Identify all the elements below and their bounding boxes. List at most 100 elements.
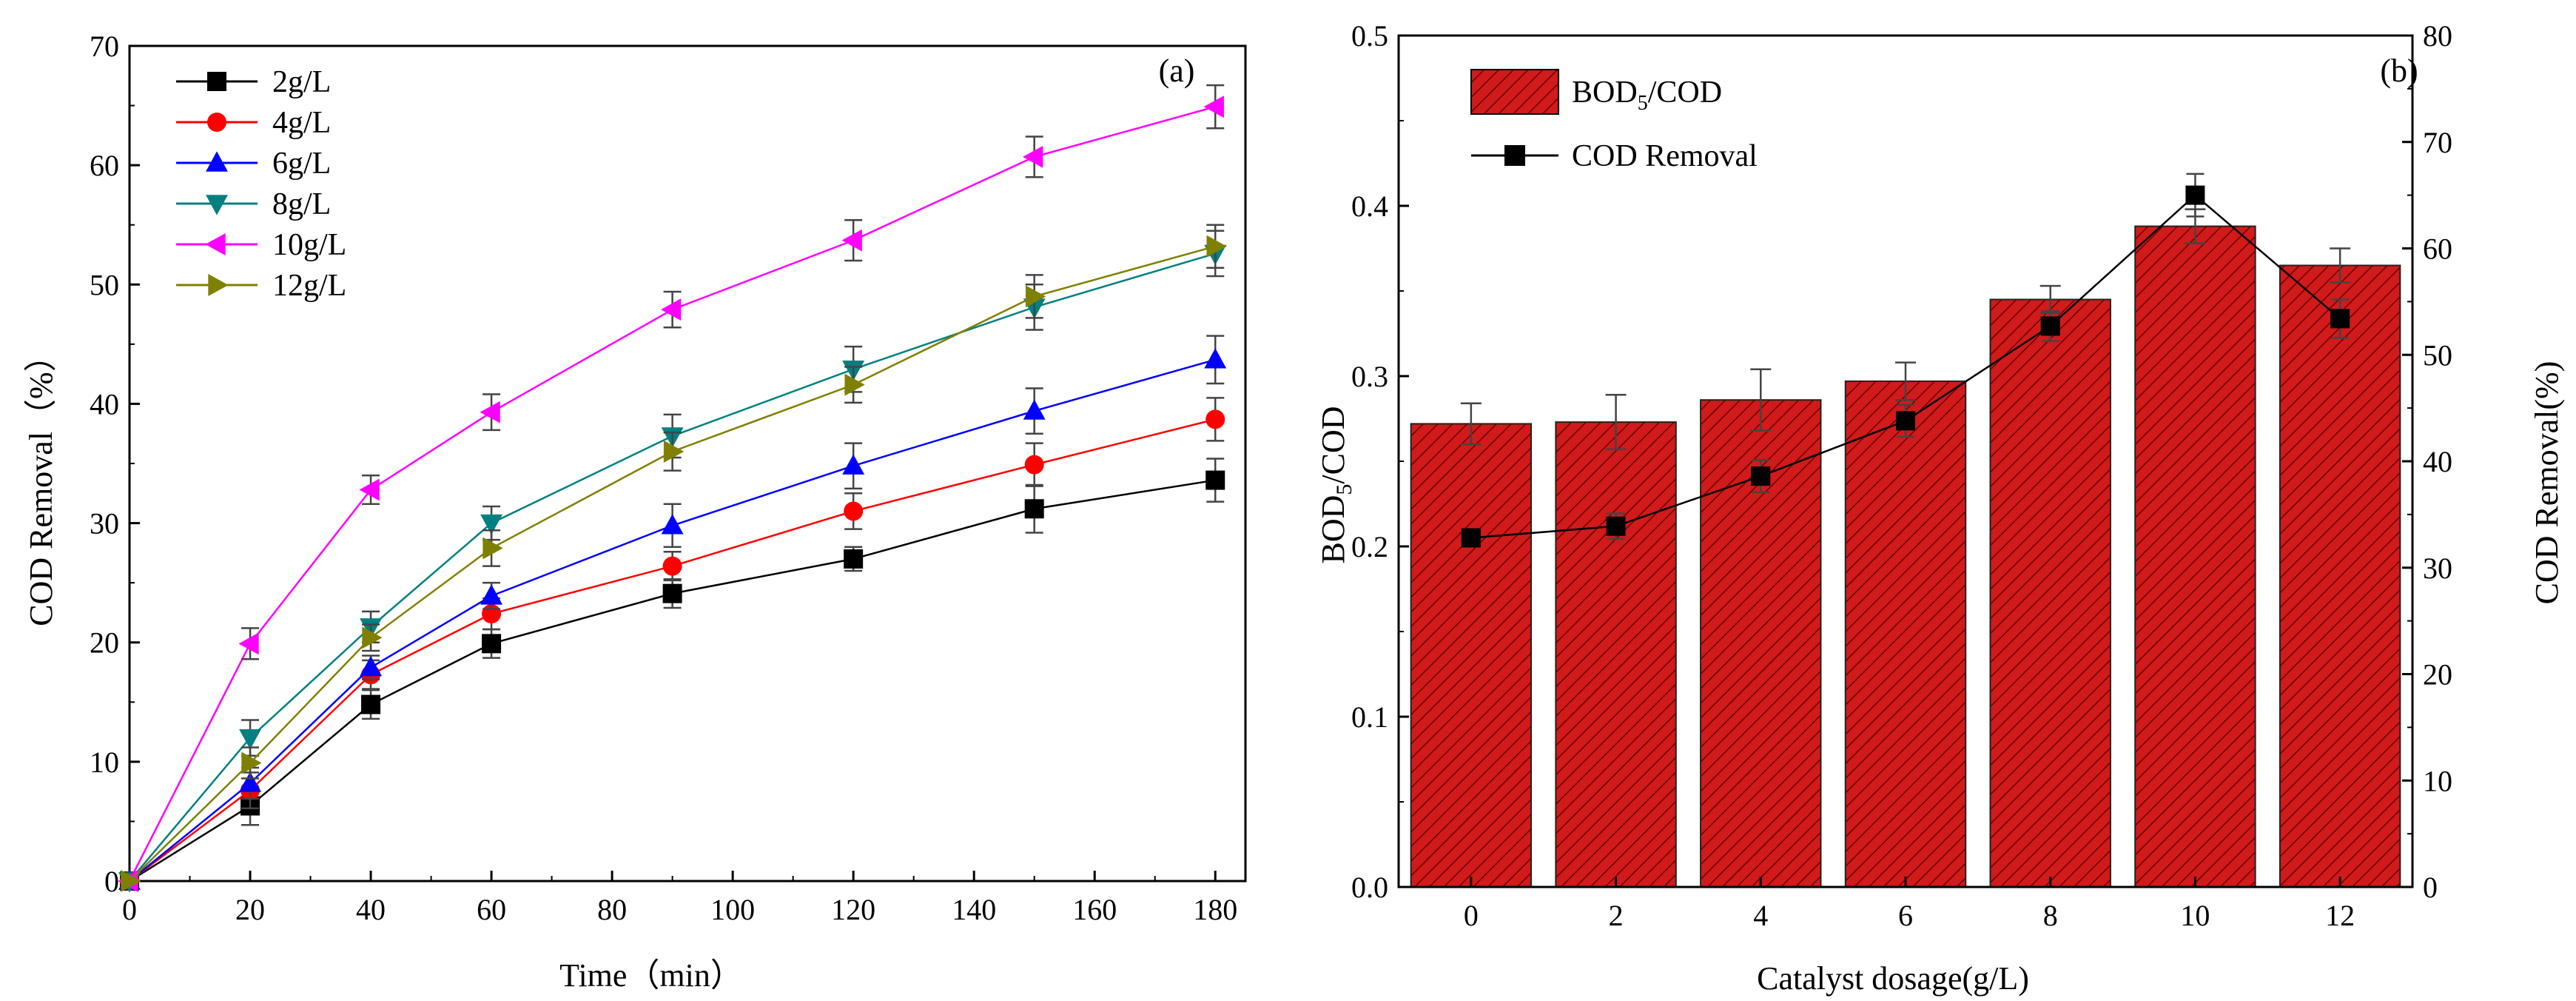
x-tick-label: 140 xyxy=(952,893,996,926)
legend-item: 6g/L xyxy=(176,147,331,181)
data-point xyxy=(121,870,141,892)
y2-tick-label: 60 xyxy=(2423,232,2452,266)
x-tick-label: 120 xyxy=(831,893,875,926)
panel-b-label: (b) xyxy=(2380,53,2418,89)
x-tick-label: 2 xyxy=(1609,899,1624,932)
x-tick-label: 40 xyxy=(356,893,386,926)
series-line xyxy=(129,245,1216,882)
bar xyxy=(1410,423,1533,888)
series-line xyxy=(129,358,1216,882)
data-point xyxy=(844,501,864,521)
x-tick-label: 60 xyxy=(477,893,506,926)
panel-a-line-chart: 0 20 40 60 80 100 120 140 160 180010203040506070 … xyxy=(23,30,1247,994)
data-point xyxy=(841,229,862,252)
panel-a-y-axis-title: COD Removal（%） xyxy=(23,339,59,626)
y-tick-label: 0.2 xyxy=(1351,530,1388,563)
x-tick-label: 12 xyxy=(2325,899,2355,932)
panel-a-series xyxy=(118,84,1227,893)
panel-b-legend: BOD5/COD COD Removal xyxy=(1470,69,1758,173)
y2-tick-label: 30 xyxy=(2423,552,2452,585)
y2-tick-label: 40 xyxy=(2423,445,2452,478)
bar-error-bar xyxy=(1460,402,1482,446)
data-point xyxy=(661,514,684,535)
x-tick-label: 10 xyxy=(2180,899,2210,932)
x-tick-label: 20 xyxy=(235,893,265,926)
data-point xyxy=(1204,348,1227,369)
bar xyxy=(1989,298,2111,888)
bar-error-bar xyxy=(1605,394,1627,451)
legend-line-marker xyxy=(1504,145,1525,166)
x-tick-label: 160 xyxy=(1072,893,1117,926)
legend-label: 2g/L xyxy=(272,65,331,99)
data-point xyxy=(1026,285,1046,308)
data-point xyxy=(1205,470,1225,490)
x-tick-label: 80 xyxy=(597,893,627,926)
legend-label: 4g/L xyxy=(272,106,331,140)
legend-label: 10g/L xyxy=(272,228,346,262)
y-tick-label: 0.4 xyxy=(1351,190,1388,223)
series-line xyxy=(129,252,1216,882)
y-tick-label: 40 xyxy=(90,387,119,421)
series-4g/L xyxy=(120,397,1225,891)
data-point xyxy=(238,632,259,655)
panel-b-axes: 0 2 4 6 8 10 12 0.0 0.1 0.2 0.3 0.4 0.5 0 10 20 30 40 50 60… xyxy=(1351,19,2452,932)
y2-tick-label: 0 xyxy=(2423,871,2438,904)
panel-b-line-series xyxy=(1461,173,2350,548)
bar xyxy=(1844,380,1967,888)
data-point xyxy=(361,694,381,714)
data-point xyxy=(844,549,864,569)
data-point xyxy=(1751,466,1771,486)
y-tick-label: 30 xyxy=(90,507,119,540)
panel-a-x-axis-title: Time（min） xyxy=(559,957,743,994)
data-point xyxy=(663,440,685,463)
y-tick-label: 0.3 xyxy=(1351,360,1388,393)
legend-marker xyxy=(208,274,229,296)
data-point xyxy=(1461,528,1481,548)
data-point xyxy=(662,583,682,603)
data-point xyxy=(1205,409,1225,429)
x-tick-label: 100 xyxy=(710,893,755,926)
panel-b-x-axis-title: Catalyst dosage(g/L) xyxy=(1757,960,2029,997)
x-tick-label: 180 xyxy=(1193,893,1237,926)
panel-b-bar-chart: 0 2 4 6 8 10 12 0.0 0.1 0.2 0.3 0.4 0.5 0 10 20 30 40 50 60… xyxy=(1315,19,2565,997)
x-tick-label: 0 xyxy=(122,893,137,926)
series-6g/L xyxy=(118,335,1227,890)
legend-marker xyxy=(205,233,226,255)
data-point xyxy=(480,584,503,605)
bar-error-bar xyxy=(1750,368,1772,432)
legend-marker xyxy=(206,151,228,172)
legend-label: 8g/L xyxy=(272,187,331,221)
y-tick-label: 20 xyxy=(90,626,119,660)
legend-bar-label: BOD5/COD xyxy=(1572,76,1722,115)
y-tick-label: 0.5 xyxy=(1351,19,1388,53)
data-point xyxy=(1606,516,1626,536)
series-12g/L xyxy=(121,224,1227,892)
data-point xyxy=(239,729,261,750)
data-point xyxy=(362,626,383,649)
data-point xyxy=(844,373,865,396)
data-point xyxy=(360,655,383,677)
legend-marker xyxy=(206,195,228,215)
data-point xyxy=(1896,411,1915,431)
y2-tick-label: 20 xyxy=(2423,658,2452,692)
data-point xyxy=(662,556,682,576)
y-tick-label: 0 xyxy=(104,865,119,898)
x-tick-label: 4 xyxy=(1753,899,1768,932)
y2-tick-label: 70 xyxy=(2423,126,2452,159)
x-tick-label: 6 xyxy=(1898,899,1913,932)
bar xyxy=(1555,421,1677,888)
legend-item: 10g/L xyxy=(176,228,346,262)
panel-a-axes: 0 20 40 60 80 100 120 140 160 180 0 10 20 30 40 50 60 70 xyxy=(90,30,1247,926)
bar-error-bar xyxy=(2330,247,2351,284)
data-point xyxy=(482,634,502,654)
legend-marker xyxy=(207,113,226,132)
data-point xyxy=(2185,185,2205,205)
legend-item: 2g/L xyxy=(176,65,331,99)
x-tick-label: 0 xyxy=(1464,899,1479,932)
data-point xyxy=(1024,455,1044,475)
legend-marker xyxy=(207,72,226,91)
legend-label: 12g/L xyxy=(272,269,346,303)
data-point xyxy=(661,298,682,321)
y2-tick-label: 50 xyxy=(2423,338,2452,372)
